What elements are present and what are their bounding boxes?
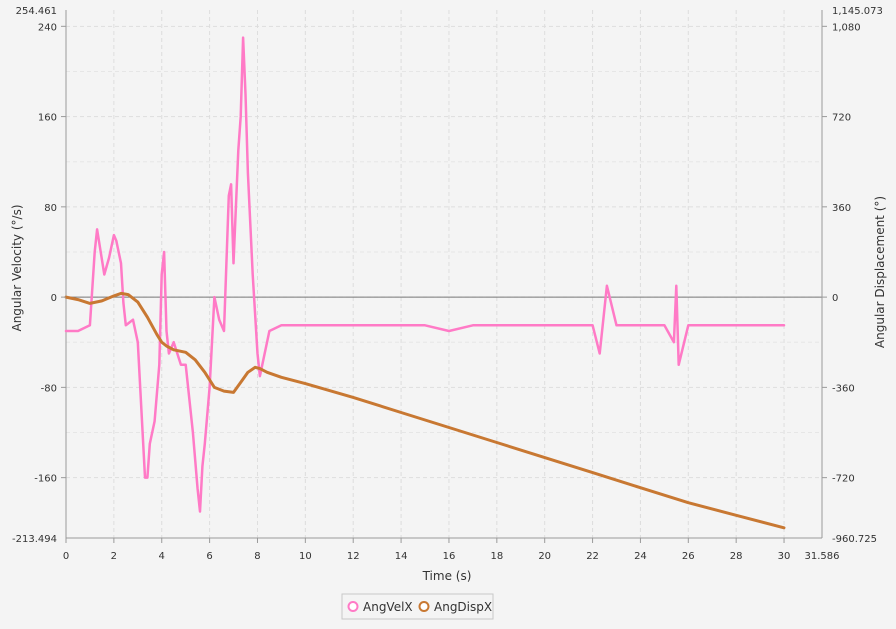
legend-marker-angdispx: [418, 601, 430, 612]
y-left-max-label: 254.461: [16, 6, 57, 17]
y-right-tick-label: 0: [832, 293, 838, 304]
x-tick-label: 14: [395, 551, 408, 562]
x-tick-label: 26: [682, 551, 695, 562]
y-left-tick-label: 0: [51, 293, 57, 304]
x-tick-label: 22: [586, 551, 599, 562]
y-right-max-label: 1,145.073: [832, 6, 883, 17]
x-tick-label: 30: [778, 551, 791, 562]
x-tick-label: 16: [443, 551, 456, 562]
y-left-min-label: -213.494: [12, 534, 57, 545]
x-tick-label: 2: [111, 551, 117, 562]
legend-label-angdispx: AngDispX: [434, 600, 492, 614]
x-tick-label: 12: [347, 551, 360, 562]
x-tick-label: 4: [159, 551, 165, 562]
y-right-min-label: -960.725: [832, 534, 877, 545]
y-right-tick-label: -720: [832, 474, 855, 485]
y-right-tick-label: 1,080: [832, 22, 861, 33]
x-tick-label: 8: [254, 551, 260, 562]
legend-marker-angvelx: [347, 601, 359, 612]
y-right-tick-label: 720: [832, 113, 851, 124]
y-left-tick-label: -80: [41, 383, 57, 394]
legend-label-angvelx: AngVelX: [363, 600, 413, 614]
y-left-tick-label: 240: [38, 22, 57, 33]
y-right-tick-label: 360: [832, 203, 851, 214]
axes: [65, 10, 823, 539]
series-layer: [64, 36, 786, 530]
grid-lines: [65, 10, 822, 538]
x-tick-label: 10: [299, 551, 312, 562]
x-tick-label: 0: [63, 551, 69, 562]
y-right-axis-title: Angular Displacement (°): [873, 196, 887, 348]
tick-labels: 0 2 4 6 8 10 12 14 16 18 20 22 24 26 28 30 31.586-160-80…: [12, 6, 883, 562]
x-tick-label: 20: [538, 551, 551, 562]
x-tick-label: 24: [634, 551, 647, 562]
y-left-tick-label: 80: [44, 203, 57, 214]
y-left-tick-label: 160: [38, 113, 57, 124]
x-axis-title: Time (s): [422, 569, 472, 583]
y-right-tick-label: -360: [832, 383, 855, 394]
series-line-angvelx: [64, 36, 786, 513]
legend: AngVelX AngDispX: [341, 593, 494, 620]
series-line-angdispx: [64, 291, 786, 530]
x-tick-label-end: 31.586: [805, 551, 840, 562]
x-tick-label: 18: [490, 551, 503, 562]
x-tick-label: 6: [206, 551, 212, 562]
y-left-tick-label: -160: [34, 474, 57, 485]
y-left-axis-title: Angular Velocity (°/s): [10, 204, 24, 331]
x-tick-label: 28: [730, 551, 743, 562]
